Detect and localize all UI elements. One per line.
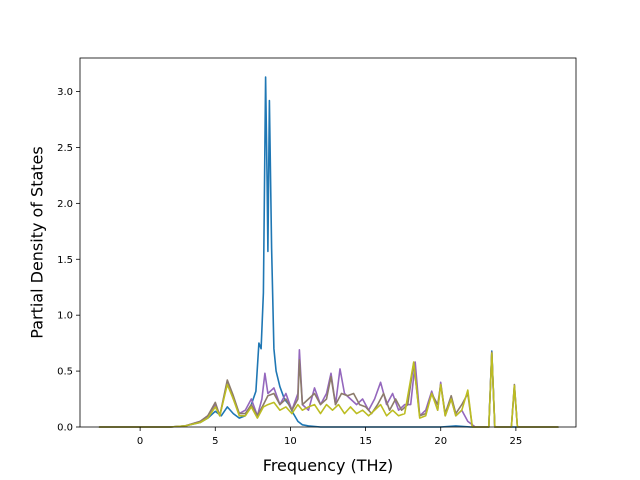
y-tick-label: 0.0 [57,423,73,434]
plot-frame [79,57,577,428]
x-tick-label: 15 [359,436,372,447]
y-axis-ticks: 0.0 0.5 1.0 1.5 2.0 2.5 3.0 [57,87,80,434]
x-tick-label: 5 [212,436,218,447]
y-tick-label: 2.0 [57,199,73,210]
series-line-1 [98,76,559,428]
x-tick-label: 25 [510,436,523,447]
x-axis-label: Frequency (THz) [263,456,393,475]
x-tick-label: 10 [284,436,297,447]
series-line-3 [98,351,559,428]
y-tick-label: 3.0 [57,87,73,98]
x-tick-label: 20 [434,436,447,447]
series-layer [98,76,559,428]
y-tick-label: 1.5 [57,255,73,266]
x-tick-label: 0 [137,436,143,447]
y-tick-label: 1.0 [57,311,73,322]
y-tick-label: 2.5 [57,143,73,154]
x-axis-ticks: 0 5 10 15 20 25 [137,427,522,447]
series-line-4 [98,352,559,428]
y-tick-label: 0.5 [57,367,73,378]
y-axis-label: Partial Density of States [28,146,47,338]
